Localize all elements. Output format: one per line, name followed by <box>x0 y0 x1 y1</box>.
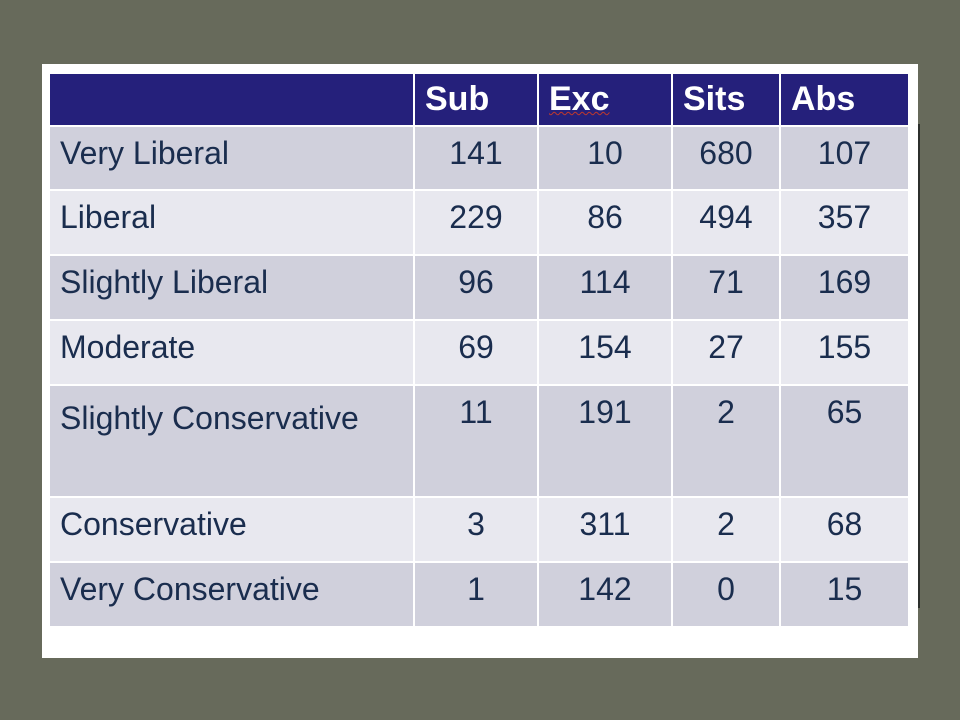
header-row: Sub Exc Sits Abs <box>50 74 908 126</box>
table-panel: Sub Exc Sits Abs Very Liberal 141 10 680… <box>42 64 918 658</box>
row-label: Moderate <box>50 319 415 385</box>
cell-exc: 86 <box>538 189 673 255</box>
cell-exc: 114 <box>538 254 673 320</box>
cell-sub: 3 <box>414 496 539 562</box>
cell-sits: 2 <box>672 496 781 562</box>
row-label: Very Liberal <box>50 125 415 190</box>
cell-exc: 191 <box>538 384 673 497</box>
cell-abs: 107 <box>780 125 908 190</box>
table-row: Very Conservative 1 142 0 15 <box>50 561 908 626</box>
cell-sub: 229 <box>414 189 539 255</box>
cell-exc: 311 <box>538 496 673 562</box>
cell-abs: 357 <box>780 189 908 255</box>
row-label: Conservative <box>50 496 415 562</box>
cell-sub: 96 <box>414 254 539 320</box>
cell-abs: 169 <box>780 254 908 320</box>
cell-sits: 71 <box>672 254 781 320</box>
header-sub: Sub <box>414 74 539 126</box>
row-label: Very Conservative <box>50 561 415 626</box>
cell-exc: 154 <box>538 319 673 385</box>
header-empty <box>50 74 415 126</box>
cell-sits: 494 <box>672 189 781 255</box>
table-row: Slightly Liberal 96 114 71 169 <box>50 254 908 320</box>
cell-sub: 141 <box>414 125 539 190</box>
header-sits: Sits <box>672 74 781 126</box>
cell-sub: 69 <box>414 319 539 385</box>
cell-sits: 2 <box>672 384 781 497</box>
cell-exc: 10 <box>538 125 673 190</box>
cell-sits: 680 <box>672 125 781 190</box>
table-row: Liberal 229 86 494 357 <box>50 189 908 255</box>
cell-abs: 68 <box>780 496 908 562</box>
cell-sits: 0 <box>672 561 781 626</box>
header-exc: Exc <box>538 74 673 126</box>
row-label: Slightly Conservative <box>50 384 415 497</box>
cell-exc: 142 <box>538 561 673 626</box>
cell-abs: 155 <box>780 319 908 385</box>
table-row: Moderate 69 154 27 155 <box>50 319 908 385</box>
cell-sits: 27 <box>672 319 781 385</box>
row-label: Liberal <box>50 189 415 255</box>
header-abs: Abs <box>780 74 908 126</box>
cell-sub: 1 <box>414 561 539 626</box>
cell-abs: 65 <box>780 384 908 497</box>
row-label: Slightly Liberal <box>50 254 415 320</box>
table-row: Conservative 3 311 2 68 <box>50 496 908 562</box>
data-table: Sub Exc Sits Abs Very Liberal 141 10 680… <box>50 74 908 626</box>
table-row: Slightly Conservative 11 191 2 65 <box>50 384 908 497</box>
cell-abs: 15 <box>780 561 908 626</box>
header-exc-label: Exc <box>549 80 610 118</box>
table-row: Very Liberal 141 10 680 107 <box>50 125 908 190</box>
cell-sub: 11 <box>414 384 539 497</box>
